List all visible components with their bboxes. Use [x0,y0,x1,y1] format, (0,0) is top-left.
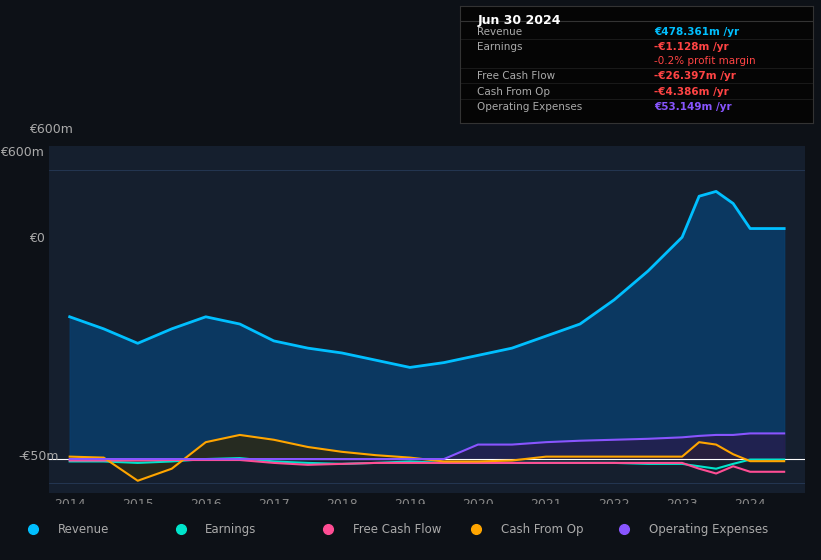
Text: Cash From Op: Cash From Op [478,87,550,97]
Text: Earnings: Earnings [478,42,523,52]
Text: €478.361m /yr: €478.361m /yr [654,27,739,37]
Text: Earnings: Earnings [205,522,257,536]
Text: Operating Expenses: Operating Expenses [649,522,768,536]
Text: -€50m: -€50m [18,450,58,463]
Text: -€1.128m /yr: -€1.128m /yr [654,42,728,52]
Text: €53.149m /yr: €53.149m /yr [654,102,732,112]
Text: Jun 30 2024: Jun 30 2024 [478,14,561,27]
Text: €0: €0 [29,231,44,245]
Text: -€4.386m /yr: -€4.386m /yr [654,87,729,97]
Text: -€26.397m /yr: -€26.397m /yr [654,72,736,81]
Text: Revenue: Revenue [57,522,109,536]
Text: €600m: €600m [29,123,72,136]
Text: Free Cash Flow: Free Cash Flow [478,72,556,81]
Text: Revenue: Revenue [478,27,522,37]
Text: -0.2% profit margin: -0.2% profit margin [654,56,755,66]
Text: Cash From Op: Cash From Op [501,522,583,536]
Text: Free Cash Flow: Free Cash Flow [353,522,442,536]
Text: Operating Expenses: Operating Expenses [478,102,583,112]
Text: €600m: €600m [0,146,44,158]
